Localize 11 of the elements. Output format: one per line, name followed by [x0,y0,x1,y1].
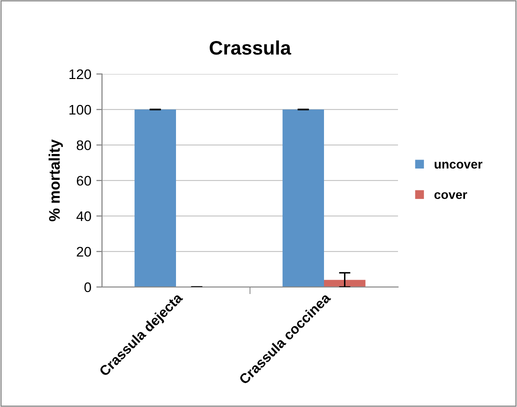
y-tick-label: 0 [84,282,92,292]
y-tick-label: 40 [76,211,92,222]
chart-title: Crassula [210,40,292,55]
y-axis-title: % mortality [48,139,63,222]
y-tick-label: 120 [69,69,92,80]
legend-label: cover [434,192,468,200]
y-tick-label: 80 [76,140,92,150]
y-tick-label: 60 [76,176,92,186]
y-tick-label: 20 [76,246,92,257]
legend-label: uncover [434,162,482,169]
y-tick-label: 100 [69,104,92,115]
